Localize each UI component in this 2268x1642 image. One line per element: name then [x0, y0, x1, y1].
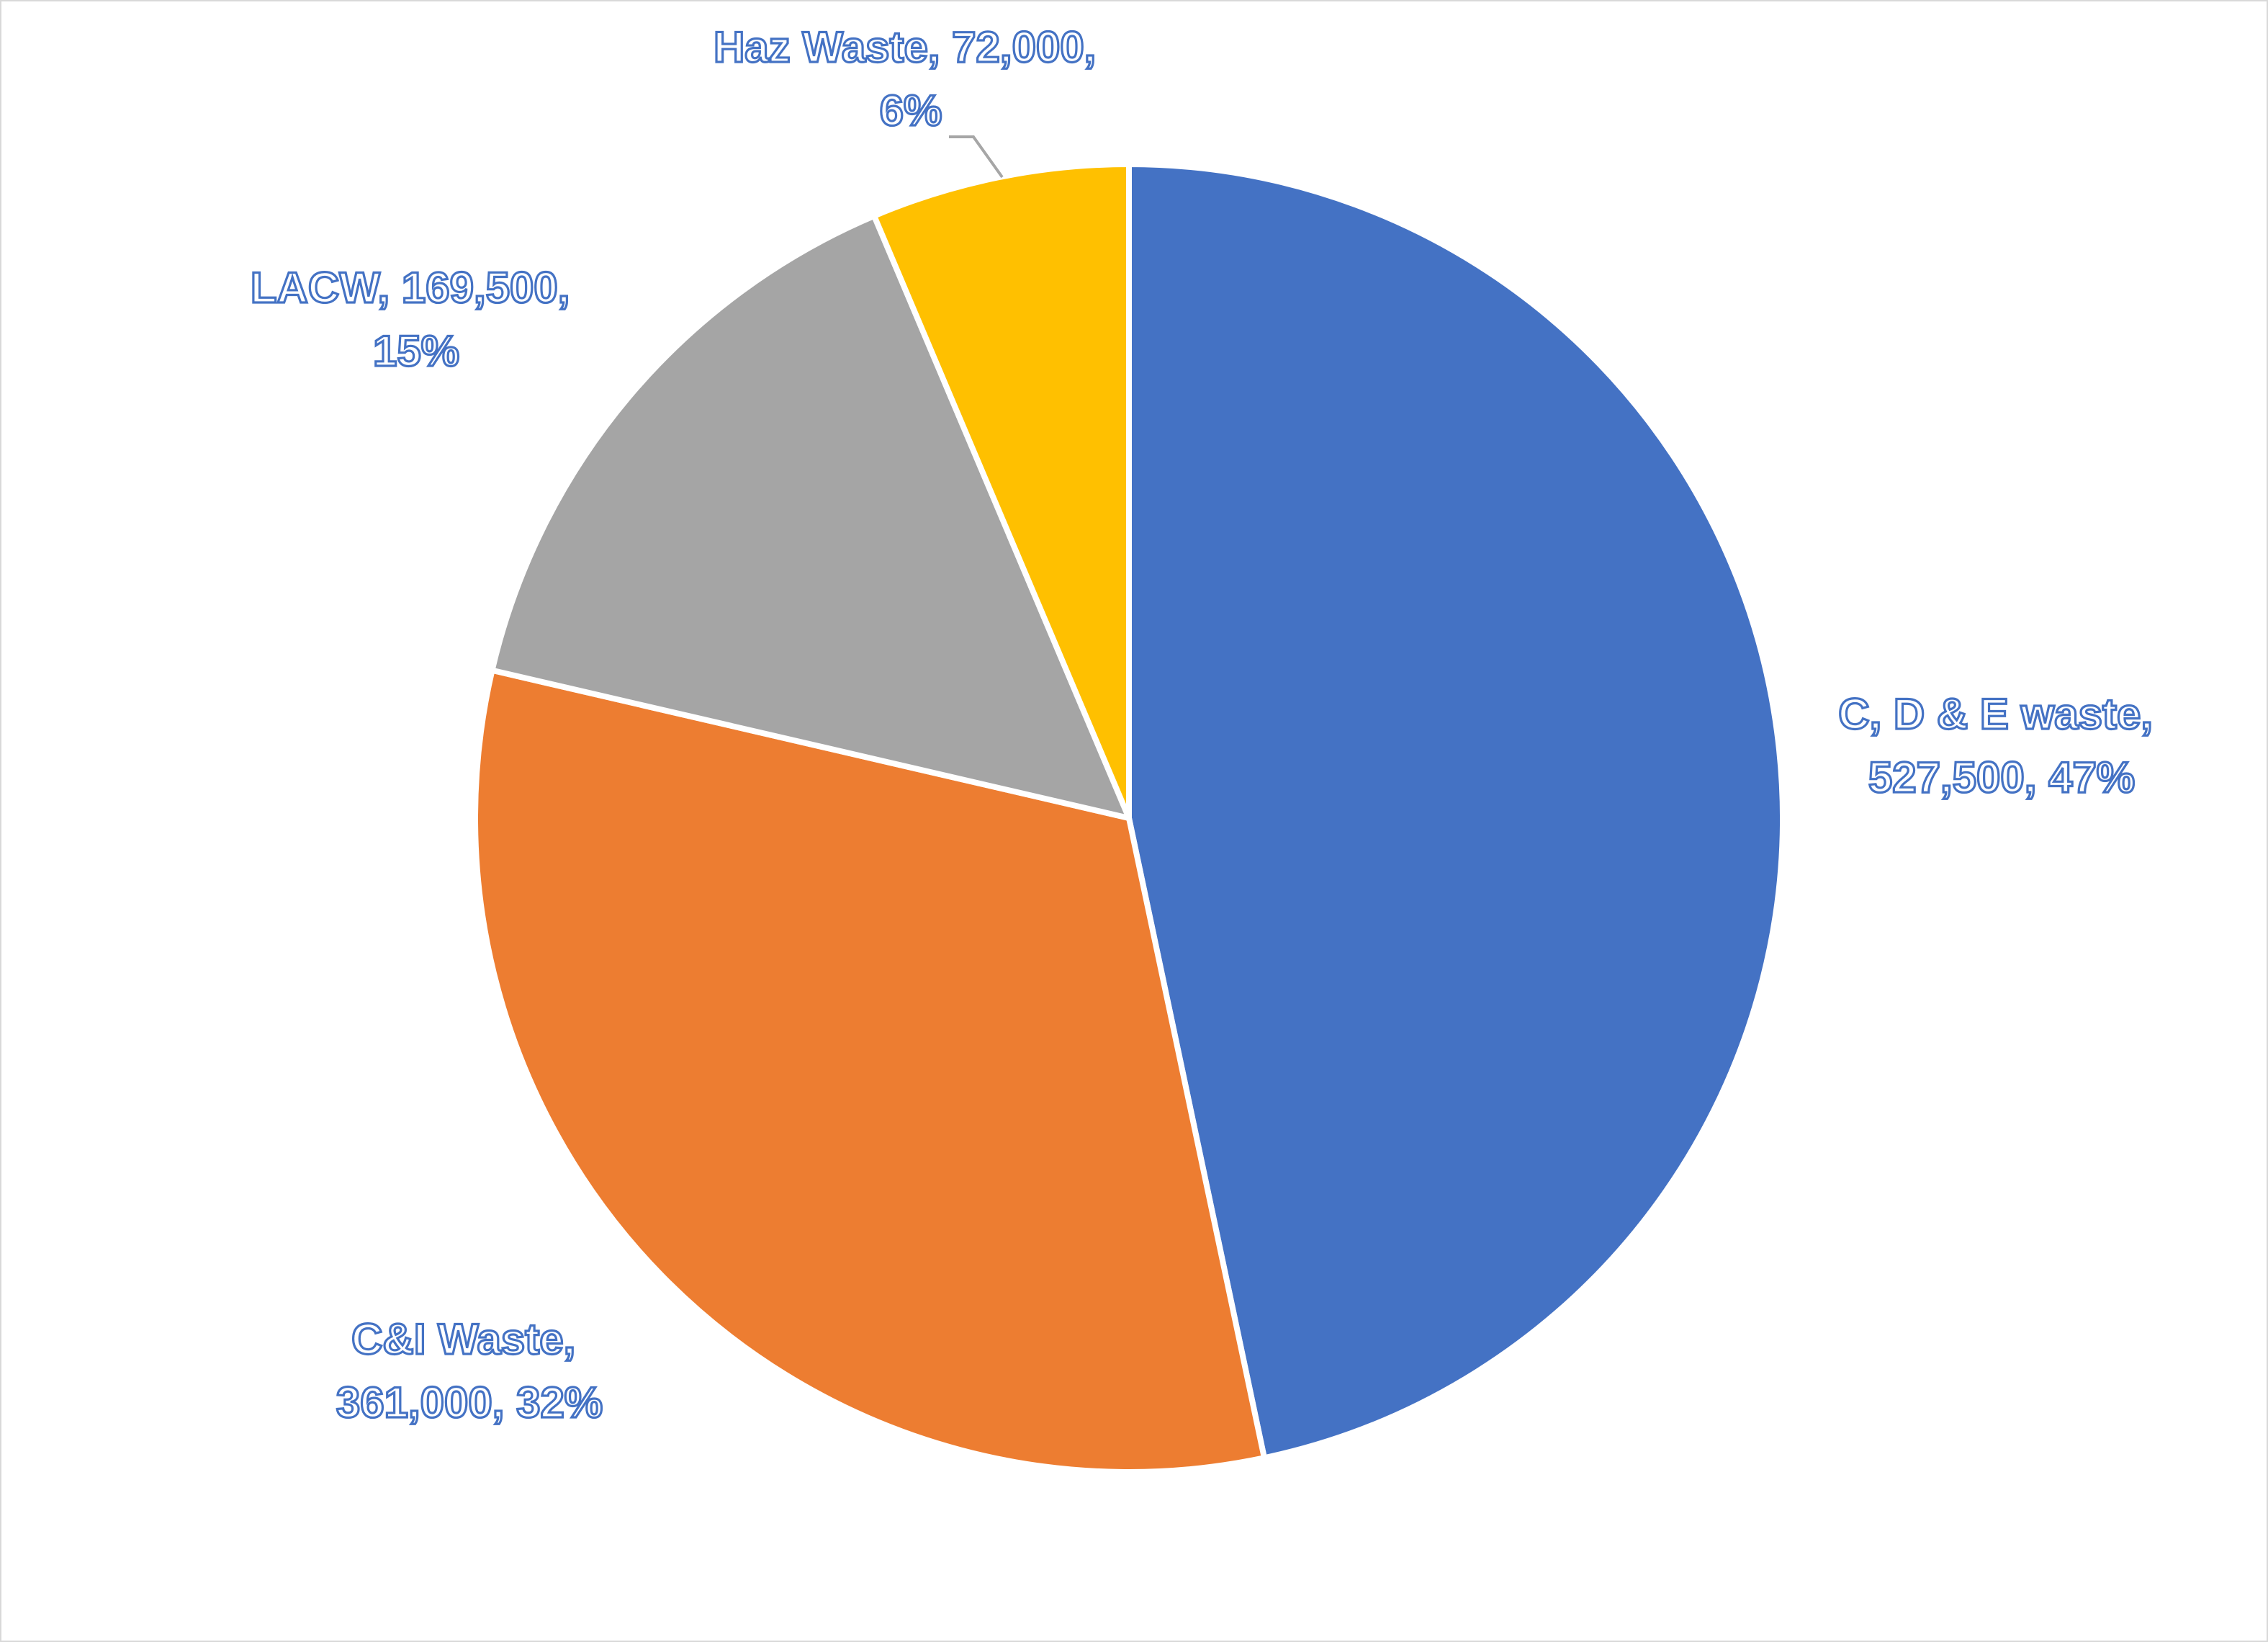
- data-labels-layer: C, D & E waste, 527,500, 47% C&I Waste, …: [249, 22, 2164, 1427]
- leader-lines-layer: [949, 135, 1004, 179]
- data-label-ci-waste: C&I Waste, 361,000, 32%: [336, 1315, 603, 1427]
- pie-slice-c-i-waste: [472, 667, 1267, 1475]
- slices-layer: [472, 161, 1786, 1475]
- data-label-cde-waste: C, D & E waste, 527,500, 47%: [1838, 690, 2164, 802]
- pie-slice-c-d-e-waste: [1126, 161, 1786, 1461]
- leader-line-haz-waste: [949, 135, 1004, 179]
- pie-slice-lacw: [489, 212, 1132, 821]
- data-label-haz-waste: Haz Waste, 72,000, 6%: [714, 23, 1108, 135]
- pie-slice-haz-waste: [871, 161, 1132, 821]
- data-label-lacw: LACW, 169,500, 15%: [251, 264, 582, 375]
